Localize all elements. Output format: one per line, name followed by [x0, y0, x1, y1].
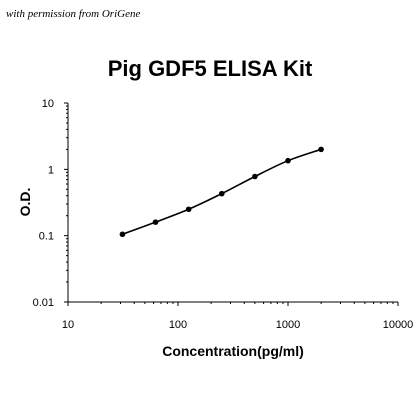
axes [67, 103, 398, 303]
data-point [119, 231, 126, 238]
ticks [64, 102, 399, 306]
x-tick-label: 1000 [276, 319, 300, 331]
x-tick-label: 10000 [383, 319, 414, 331]
data-point [185, 206, 192, 213]
tick-labels: 10 100 1000 10000 0.01 0.1 1 10 [33, 98, 414, 331]
y-tick-label: 1 [48, 164, 54, 176]
y-tick-label: 0.1 [39, 231, 54, 243]
chart-title: Pig GDF5 ELISA Kit [107, 56, 313, 81]
data-point [252, 173, 258, 180]
data-point [318, 146, 324, 153]
y-axis-title: O.D. [17, 188, 33, 217]
data-point [152, 219, 159, 225]
watermark-text: with permission from OriGene [6, 8, 141, 20]
y-tick-label: 10 [42, 98, 54, 110]
data-point [285, 157, 291, 164]
data-point [218, 190, 225, 197]
x-tick-label: 100 [169, 319, 187, 331]
plot-area [119, 146, 324, 238]
y-tick-label: 0.01 [33, 297, 54, 309]
x-tick-label: 10 [62, 319, 74, 331]
x-axis-title: Concentration(pg/ml) [162, 343, 304, 359]
